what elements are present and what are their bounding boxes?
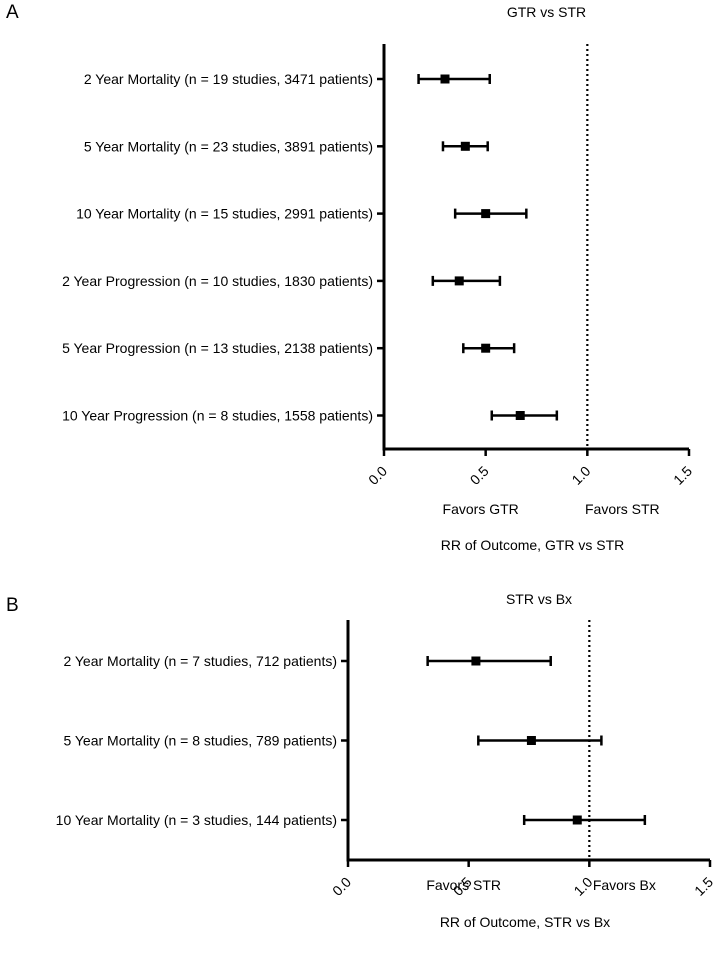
panel-a-favors-left: Favors GTR [443, 501, 519, 517]
panel-a-row-label: 2 Year Progression (n = 10 studies, 1830… [62, 273, 373, 289]
panel-a-point-estimate [481, 343, 491, 353]
panel-b-x-axis-label: RR of Outcome, STR vs Bx [440, 914, 610, 930]
panel-a-x-axis-label: RR of Outcome, GTR vs STR [441, 537, 625, 553]
panel-b-row-label: 2 Year Mortality (n = 7 studies, 712 pat… [63, 653, 337, 669]
panel-b-favors-right: Favors Bx [593, 877, 656, 893]
panel-a-point-estimate [454, 276, 464, 286]
panel-a-title: GTR vs STR [507, 4, 586, 20]
panel-a-point-estimate [460, 141, 470, 151]
panel-a-row-label: 2 Year Mortality (n = 19 studies, 3471 p… [84, 71, 373, 87]
panel-b-x-tick-label: 0.0 [329, 874, 354, 899]
panel-b-title: STR vs Bx [506, 591, 572, 607]
panel-a-x-tick-label: 0.0 [365, 463, 390, 488]
panel-b-favors-left: Favors STR [426, 877, 501, 893]
panel-b-point-estimate [572, 815, 582, 825]
panel-a-point-estimate [481, 209, 491, 219]
panel-a-x-tick-label: 1.0 [568, 463, 593, 488]
panel-a-row-label: 5 Year Mortality (n = 23 studies, 3891 p… [84, 138, 373, 154]
panel-a-point-estimate [440, 74, 450, 84]
panel-a-row-label: 5 Year Progression (n = 13 studies, 2138… [62, 340, 373, 356]
panel-b-row-label: 5 Year Mortality (n = 8 studies, 789 pat… [63, 733, 337, 749]
panel-b-x-tick-label: 1.5 [691, 874, 716, 899]
panel-a-point-estimate [515, 411, 525, 420]
panel-b-x-tick-label: 1.0 [570, 874, 595, 899]
panel-a-x-tick-label: 0.5 [467, 463, 492, 488]
panel-a-label: A [6, 2, 19, 23]
panel-b-point-estimate [526, 736, 536, 745]
panel-a-row-label: 10 Year Mortality (n = 15 studies, 2991 … [76, 206, 373, 222]
panel-a-favors-right: Favors STR [585, 501, 660, 517]
panel-b-point-estimate [471, 656, 481, 666]
panel-a-x-tick-label: 1.5 [670, 463, 695, 488]
panel-a-row-label: 10 Year Progression (n = 8 studies, 1558… [62, 408, 373, 424]
panel-b-row-label: 10 Year Mortality (n = 3 studies, 144 pa… [56, 812, 337, 828]
panel-b-label: B [6, 595, 19, 616]
